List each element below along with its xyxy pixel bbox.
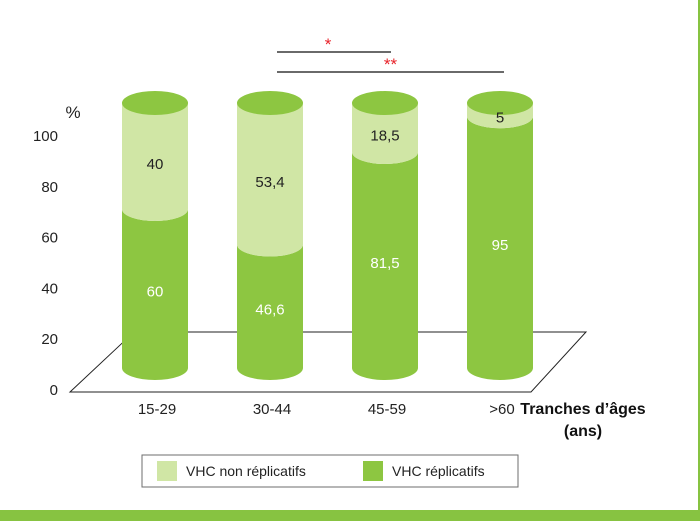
chart-panel	[0, 0, 698, 510]
bar-segment-replicatifs	[352, 152, 418, 380]
data-label-non-replicatifs: 18,5	[370, 128, 399, 145]
bar-top-cap	[467, 91, 533, 115]
data-label-replicatifs: 46,6	[255, 301, 284, 318]
bar-segment-replicatifs	[237, 244, 303, 380]
legend-swatch-replicatifs	[363, 461, 383, 481]
floor-plane	[68, 331, 588, 393]
legend-label-non-replicatifs: VHC non réplicatifs	[186, 463, 306, 479]
bar-group-45-59: 18,5 81,5	[352, 91, 418, 380]
x-tick-label: 15-29	[138, 401, 176, 418]
bar-group-15-29: 40 60	[122, 91, 188, 380]
legend-swatch-non-replicatifs	[157, 461, 177, 481]
bar-top-cap	[352, 91, 418, 115]
y-axis-unit: %	[65, 103, 80, 122]
data-label-non-replicatifs: 53,4	[255, 174, 284, 191]
bar-segment-non-replicatifs	[352, 103, 418, 165]
y-tick-label: 80	[41, 179, 58, 196]
data-label-replicatifs: 60	[147, 284, 164, 301]
y-tick-label: 0	[50, 382, 58, 399]
x-axis-title-line2: (ans)	[564, 423, 602, 440]
x-tick-label: >60	[489, 401, 514, 418]
bars: 40 60 53,4 46,6 18,5 81,5 5 95	[122, 91, 533, 380]
y-axis: % 0 20 40 60 80 100	[33, 103, 81, 399]
data-label-replicatifs: 81,5	[370, 255, 399, 272]
bar-segment-replicatifs	[122, 209, 188, 380]
bar-segment-replicatifs	[467, 116, 533, 380]
legend-label-replicatifs: VHC réplicatifs	[392, 463, 485, 479]
x-axis: Tranches d’âges (ans) 15-29 30-44 45-59 >60	[138, 401, 646, 440]
chart-floor	[68, 331, 588, 393]
x-tick-label: 30-44	[253, 401, 291, 418]
data-label-non-replicatifs: 40	[147, 156, 164, 173]
bar-segment-non-replicatifs	[237, 103, 303, 257]
significance-markers: ***	[277, 35, 504, 74]
x-axis-title-line1: Tranches d’âges	[520, 401, 645, 418]
bar-top-cap	[122, 91, 188, 115]
data-label-non-replicatifs: 5	[496, 110, 504, 127]
y-tick-label: 40	[41, 280, 58, 297]
significance-label: *	[325, 35, 332, 54]
bar-top-cap	[237, 91, 303, 115]
data-label-replicatifs: 95	[492, 237, 509, 254]
bar-group-60: 5 95	[467, 91, 533, 380]
y-tick-label: 20	[41, 331, 58, 348]
legend: VHC non réplicatifs VHC réplicatifs	[141, 454, 519, 488]
y-tick-label: 60	[41, 230, 58, 247]
bar-segment-non-replicatifs	[122, 103, 188, 221]
legend-box	[141, 454, 519, 488]
y-tick-label: 100	[33, 128, 58, 145]
bar-group-30-44: 53,4 46,6	[237, 91, 303, 380]
significance-label: **	[384, 55, 398, 74]
x-tick-label: 45-59	[368, 401, 406, 418]
